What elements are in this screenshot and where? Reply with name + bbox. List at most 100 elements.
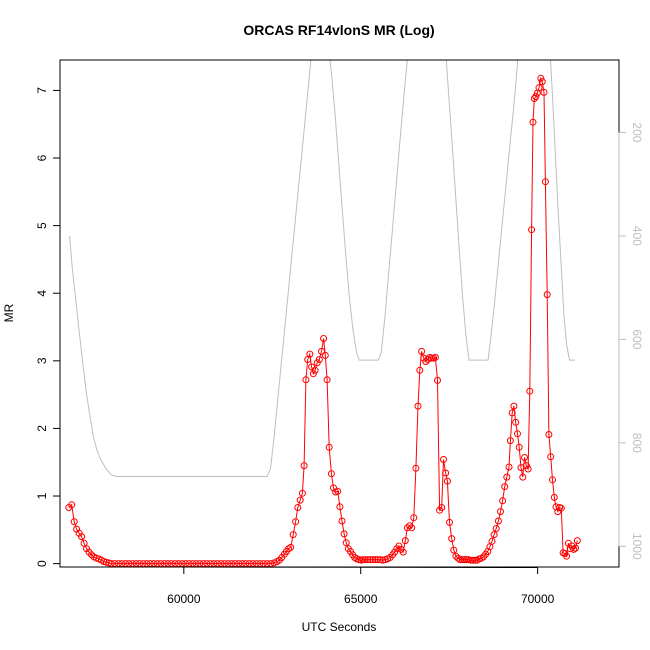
data-point (410, 514, 418, 522)
data-point (524, 465, 532, 473)
data-point (443, 477, 451, 485)
y-axis-label: MR (2, 303, 16, 322)
data-point (452, 552, 460, 560)
data-point (338, 517, 346, 525)
data-point (302, 376, 310, 384)
y-tick-label: 4 (35, 290, 49, 297)
data-point (309, 370, 317, 378)
data-point (530, 95, 538, 102)
data-point (514, 430, 521, 438)
data-point (528, 226, 536, 234)
data-point (522, 462, 530, 470)
data-point (300, 462, 308, 470)
data-point (371, 556, 379, 564)
data-point (434, 376, 441, 384)
data-point (573, 537, 581, 545)
plot-frame (59, 59, 620, 568)
data-point (321, 351, 329, 359)
y-tick-label: 7 (35, 87, 49, 94)
data-point (506, 437, 514, 445)
data-point (494, 517, 502, 525)
data-point (323, 376, 331, 384)
data-point (550, 493, 558, 501)
y-tick-label: 6 (35, 154, 49, 161)
y-axis-right: 200 400 600 800 1000 (618, 122, 644, 560)
data-point (412, 464, 420, 472)
data-point (416, 366, 424, 374)
data-point (289, 531, 297, 539)
data-point (369, 556, 377, 564)
data-point (70, 518, 78, 526)
data-point (374, 556, 382, 564)
data-point (366, 556, 374, 564)
data-point (342, 539, 350, 547)
data-point (541, 178, 549, 186)
data-point (519, 473, 527, 481)
y-tick-label: 3 (35, 357, 49, 364)
data-point (568, 542, 576, 550)
data-point (497, 508, 504, 516)
data-point (526, 387, 534, 395)
data-point (325, 443, 333, 451)
data-point (296, 496, 304, 504)
data-point (418, 347, 426, 355)
data-point (315, 356, 323, 363)
data-point (68, 501, 76, 509)
data-point (515, 443, 523, 451)
data-point (391, 548, 399, 556)
data-point (535, 84, 543, 92)
data-point (399, 548, 407, 556)
data-point (557, 504, 565, 512)
x-axis: 60000 65000 70000 (167, 566, 555, 606)
data-point (359, 556, 367, 564)
y-right-tick-label: 800 (630, 433, 644, 453)
data-point (521, 454, 528, 461)
data-point (446, 518, 453, 526)
data-point (311, 366, 319, 374)
data-point (414, 402, 422, 410)
data-point (549, 476, 556, 484)
data-point (294, 504, 302, 511)
x-tick-label: 60000 (167, 592, 201, 606)
data-point (401, 537, 409, 545)
data-point (537, 74, 545, 82)
data-point (563, 552, 571, 560)
plot-area (65, 60, 581, 567)
data-point (532, 93, 540, 100)
data-point (318, 347, 325, 355)
data-point (292, 518, 300, 526)
y-tick-label: 2 (35, 425, 49, 432)
data-point (438, 504, 446, 511)
data-point (442, 469, 450, 477)
data-point (78, 533, 86, 541)
data-point (545, 431, 553, 438)
data-point (501, 483, 509, 491)
series-line-altitude (69, 60, 575, 477)
data-point (499, 497, 507, 505)
data-point (330, 484, 337, 492)
x-tick-label: 70000 (521, 592, 555, 606)
data-point (510, 402, 518, 410)
x-axis-label: UTC Seconds (302, 620, 377, 634)
data-point (336, 503, 344, 511)
data-point (547, 453, 555, 461)
data-point (543, 291, 551, 299)
data-point (540, 88, 548, 96)
data-point (450, 546, 458, 554)
data-point (327, 470, 335, 478)
y-right-tick-label: 600 (630, 329, 644, 349)
data-point (505, 463, 513, 471)
y-right-tick-label: 200 (630, 122, 644, 142)
series-line-mr (68, 76, 578, 565)
data-point (320, 335, 328, 342)
data-point (488, 537, 496, 545)
y-tick-label: 5 (35, 222, 49, 229)
data-point (538, 78, 546, 86)
data-point (403, 524, 411, 532)
data-point (422, 358, 430, 365)
y-tick-label: 1 (35, 492, 49, 499)
data-point (306, 350, 314, 358)
data-point (570, 545, 578, 553)
y-axis: 0 1 2 3 4 5 6 7 (35, 87, 61, 567)
